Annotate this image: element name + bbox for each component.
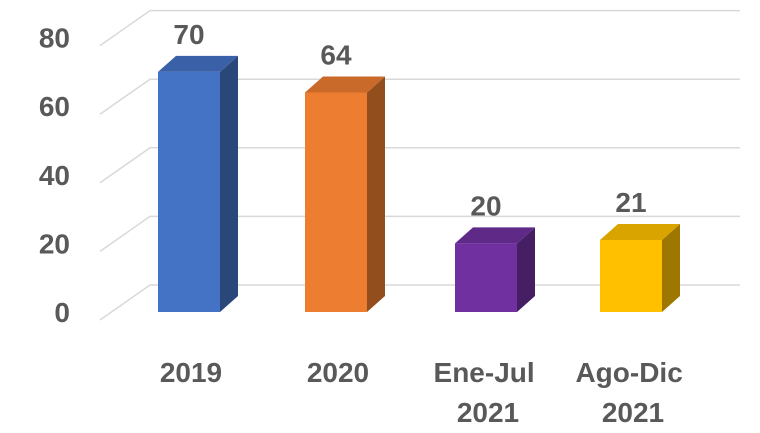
y-tick-label: 80: [39, 23, 70, 54]
grid-line: [99, 215, 740, 253]
bar-side: [662, 223, 680, 312]
x-tick-label: Ago-Dic 2021: [575, 357, 690, 428]
bar-side: [220, 55, 238, 313]
value-label: 21: [615, 187, 646, 218]
bar-top: [600, 223, 680, 240]
y-tick-label: 20: [39, 228, 70, 259]
bar-front: [455, 243, 517, 312]
bar: [455, 227, 535, 312]
x-tick-label: Ene-Jul 2021: [434, 357, 543, 428]
value-label: 70: [173, 19, 204, 50]
y-tick-label: 40: [39, 160, 70, 191]
bar: [158, 55, 238, 313]
grid-line: [99, 284, 740, 321]
bar-side: [367, 76, 385, 312]
bar: [305, 76, 385, 312]
x-tick-label: 2020: [307, 357, 369, 388]
y-tick-label: 0: [54, 297, 70, 328]
bar-top: [305, 76, 385, 93]
grid-line: [99, 147, 740, 184]
value-label: 20: [470, 190, 501, 221]
bar-front: [600, 239, 662, 312]
bar-top: [455, 227, 535, 244]
bar-top: [158, 55, 238, 72]
bar-front: [158, 71, 220, 313]
bar-side: [517, 227, 535, 312]
y-tick-label: 60: [39, 91, 70, 122]
bar: [600, 223, 680, 312]
value-label: 64: [320, 39, 352, 70]
grid-line: [99, 78, 740, 115]
x-tick-label: 2019: [160, 357, 222, 388]
grid-line: [99, 9, 740, 47]
bar-front: [305, 92, 367, 312]
